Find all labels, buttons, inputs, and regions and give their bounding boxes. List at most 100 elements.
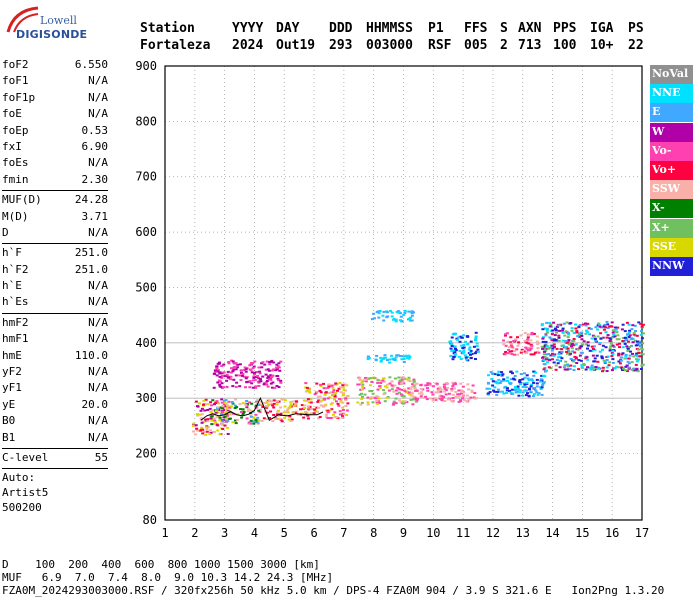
echo-point xyxy=(313,393,317,396)
echo-point xyxy=(548,336,552,339)
echo-point xyxy=(580,331,584,334)
echo-point xyxy=(415,400,419,403)
echo-point xyxy=(370,318,374,321)
echo-point xyxy=(383,400,387,403)
echo-point xyxy=(294,400,298,403)
echo-point xyxy=(239,408,243,411)
echo-point xyxy=(592,345,596,348)
echo-point xyxy=(539,386,542,389)
footer-muf-line: MUF 6.9 7.0 7.4 8.0 9.0 10.3 14.2 24.3 [… xyxy=(2,571,334,584)
echo-point xyxy=(248,409,252,412)
echo-point xyxy=(491,373,495,375)
echo-point xyxy=(410,319,414,322)
echo-point xyxy=(248,380,252,383)
echo-point xyxy=(635,334,639,337)
echo-point xyxy=(266,368,270,371)
echo-point xyxy=(408,393,412,396)
echo-point xyxy=(511,372,514,375)
echo-point xyxy=(223,419,226,422)
echo-point xyxy=(198,402,201,405)
echo-point xyxy=(566,363,570,366)
header-label: AXN xyxy=(518,21,542,36)
echo-point xyxy=(265,383,269,386)
echo-point xyxy=(267,369,271,372)
echo-point xyxy=(232,361,236,364)
echo-point xyxy=(543,350,546,353)
echo-point xyxy=(335,400,338,403)
echo-point xyxy=(259,408,263,411)
echo-point xyxy=(505,392,509,394)
echo-point xyxy=(276,377,280,380)
echo-point xyxy=(257,377,261,380)
echo-point xyxy=(576,348,580,351)
echo-point xyxy=(308,391,312,394)
echo-point xyxy=(630,368,634,371)
echo-point xyxy=(356,383,360,386)
echo-point xyxy=(212,386,216,389)
echo-point xyxy=(621,323,625,326)
echo-point xyxy=(446,398,450,401)
echo-point xyxy=(458,335,462,338)
echo-point xyxy=(313,410,317,412)
echo-point xyxy=(375,354,379,357)
param-row: h`F 251.0 xyxy=(2,246,108,262)
echo-point xyxy=(474,350,478,353)
echo-point xyxy=(341,384,345,387)
echo-point xyxy=(504,334,507,337)
echo-point xyxy=(571,350,575,353)
echo-point xyxy=(464,356,468,359)
echo-point xyxy=(317,395,320,398)
echo-point xyxy=(526,377,530,380)
echo-point xyxy=(245,417,249,420)
echo-point xyxy=(502,379,506,382)
echo-point xyxy=(396,310,400,313)
param-divider xyxy=(2,243,108,245)
echo-point xyxy=(513,350,516,353)
echo-point xyxy=(315,410,319,413)
param-name: h`E xyxy=(2,279,22,293)
header-value: Fortaleza xyxy=(140,38,211,53)
echo-point xyxy=(529,347,533,350)
echo-point xyxy=(537,351,541,354)
param-name: foEs xyxy=(2,156,29,170)
legend-item: SSW xyxy=(650,180,693,200)
param-value: N/A xyxy=(88,90,108,104)
echo-point xyxy=(204,418,208,421)
echo-point xyxy=(410,385,414,388)
echo-point xyxy=(523,376,527,379)
echo-point xyxy=(321,404,325,407)
echo-point xyxy=(238,374,242,377)
echo-point xyxy=(542,359,546,361)
echo-point xyxy=(331,386,335,389)
echo-point xyxy=(489,371,493,374)
legend-item: NNE xyxy=(650,84,693,104)
echo-point xyxy=(601,344,605,347)
echo-point xyxy=(246,403,250,406)
echo-point xyxy=(569,352,573,355)
echo-point xyxy=(510,353,514,356)
echo-point xyxy=(280,420,284,423)
header-value: 003000 xyxy=(366,38,413,53)
echo-point xyxy=(275,368,279,371)
echo-point xyxy=(547,353,551,355)
echo-point xyxy=(628,346,632,348)
echo-point xyxy=(319,404,323,407)
echo-point xyxy=(276,375,280,377)
echo-point xyxy=(637,358,641,361)
echo-point xyxy=(236,366,239,369)
echo-point xyxy=(574,356,578,359)
x-tick-label: 7 xyxy=(340,526,347,540)
echo-point xyxy=(570,327,574,330)
echo-point xyxy=(601,348,604,351)
echo-point xyxy=(410,391,414,394)
echo-point xyxy=(453,387,456,390)
echo-point xyxy=(466,335,470,338)
echo-point xyxy=(366,355,370,358)
echo-point xyxy=(497,390,501,393)
echo-point xyxy=(474,335,478,338)
echo-point xyxy=(530,344,534,347)
echo-point xyxy=(370,396,374,399)
echo-point xyxy=(358,378,362,381)
echo-point xyxy=(262,402,266,405)
echo-point xyxy=(269,400,273,403)
